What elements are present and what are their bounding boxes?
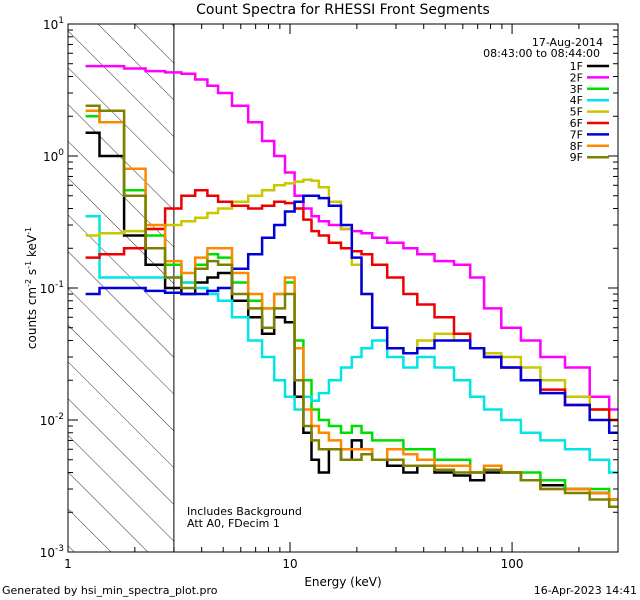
time-range-label: 08:43:00 to 08:44:00 [483, 47, 600, 60]
chart-title: Count Spectra for RHESSI Front Segments [196, 2, 490, 18]
y-label-exp3: -1 [24, 227, 33, 235]
legend-label-8f: 8F [570, 140, 583, 153]
legend-label-6f: 6F [570, 117, 583, 130]
series-group [85, 64, 618, 509]
y-label-kev: keV [25, 234, 39, 261]
series-line-7f [85, 194, 618, 435]
y-tick-label: 10-2 [40, 412, 64, 428]
y-label-counts: counts cm [25, 287, 39, 349]
x-tick-label: 100 [501, 557, 524, 571]
footer-generated-by: Generated by hsi_min_spectra_plot.pro [2, 584, 218, 597]
date-label: 17-Aug-2014 [532, 36, 603, 49]
legend-label-7f: 7F [570, 128, 583, 141]
x-axis-label: Energy (keV) [304, 575, 381, 589]
annotation-attenuator: Att A0, FDecim 1 [187, 517, 280, 530]
y-tick-label: 101 [43, 16, 64, 32]
series-line-5f [85, 178, 618, 422]
footer-timestamp: 16-Apr-2023 14:41 [534, 584, 637, 597]
legend-label-9f: 9F [570, 151, 583, 164]
y-label-exp1: -2 [24, 279, 33, 287]
y-tick-label: 100 [43, 148, 64, 164]
legend-label-5f: 5F [570, 106, 583, 119]
series-line-4f [85, 214, 618, 474]
legend-label-1f: 1F [570, 60, 583, 73]
x-tick-label: 10 [282, 557, 297, 571]
axis-ticks: 1 10 100 101 100 10-1 10-2 10-3 [40, 16, 619, 571]
y-axis-label: counts cm-2 s-1 keV-1 [24, 227, 39, 349]
legend-label-2f: 2F [570, 71, 583, 84]
series-line-9f [85, 104, 618, 509]
y-label-exp2: -1 [24, 261, 33, 269]
x-tick-label: 1 [64, 557, 72, 571]
legend-label-3f: 3F [570, 83, 583, 96]
y-label-s: s [25, 269, 39, 279]
legend-label-4f: 4F [570, 94, 583, 107]
annotation-background: Includes Background [187, 505, 302, 518]
series-line-2f [85, 64, 618, 411]
y-tick-label: 10-1 [40, 280, 64, 296]
y-tick-label: 10-3 [40, 544, 64, 560]
